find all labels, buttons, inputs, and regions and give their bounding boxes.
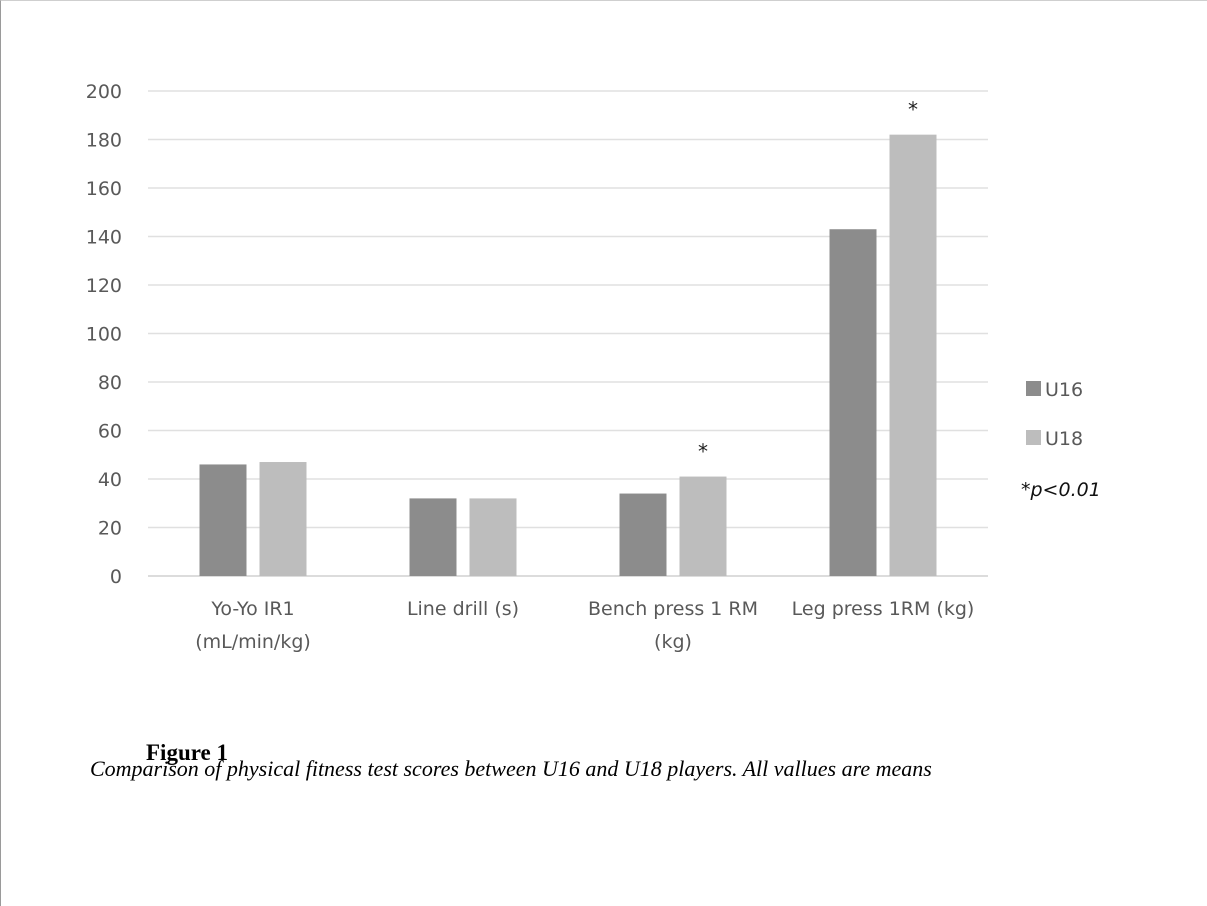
y-tick-label: 80 — [98, 372, 122, 394]
legend-label-u16: U16 — [1045, 379, 1083, 401]
legend-swatch-u18 — [1026, 430, 1041, 445]
significance-star: * — [698, 440, 708, 464]
y-tick-label: 200 — [86, 81, 122, 103]
bar-u16 — [619, 493, 667, 576]
significance-note: *p<0.01 — [1021, 479, 1101, 501]
y-axis-ticks: 0 20 40 60 80 100 120 140 160 180 200 — [86, 81, 122, 588]
legend-swatch-u16 — [1026, 381, 1041, 396]
x-category-label: (mL/min/kg) — [195, 631, 311, 653]
x-category-label: Leg press 1RM (kg) — [792, 598, 975, 620]
bars — [199, 134, 937, 576]
y-tick-label: 180 — [86, 130, 122, 152]
significance-marks: ** — [698, 98, 918, 464]
y-tick-label: 120 — [86, 275, 122, 297]
bar-chart: 0 20 40 60 80 100 120 140 160 180 200 Yo-Yo IR1 (mL… — [86, 81, 1101, 653]
bar-u18 — [889, 134, 937, 576]
x-category-label: Yo-Yo IR1 — [210, 598, 294, 620]
bar-u16 — [409, 498, 457, 576]
y-tick-label: 40 — [98, 469, 122, 491]
significance-star: * — [908, 98, 918, 122]
x-category-label: Line drill (s) — [407, 598, 519, 620]
y-tick-label: 160 — [86, 178, 122, 200]
bar-u16 — [199, 464, 247, 576]
bar-u18 — [259, 462, 307, 576]
y-tick-label: 20 — [98, 518, 122, 540]
x-axis-categories: Yo-Yo IR1 (mL/min/kg) Line drill (s) Bench … — [195, 598, 974, 653]
y-tick-label: 60 — [98, 421, 122, 443]
bar-u18 — [469, 498, 517, 576]
figure-title: Figure 1 — [146, 740, 228, 765]
x-category-label: Bench press 1 RM — [588, 598, 758, 620]
x-category-label: (kg) — [654, 631, 692, 653]
y-tick-label: 0 — [110, 566, 122, 588]
y-tick-label: 140 — [86, 227, 122, 249]
legend: U16 U18 *p<0.01 — [1021, 379, 1101, 501]
legend-label-u18: U18 — [1045, 428, 1083, 450]
y-tick-label: 100 — [86, 324, 122, 346]
bar-u18 — [679, 476, 727, 576]
bar-u16 — [829, 229, 877, 576]
figure-caption: Comparison of physical fitness test scor… — [90, 756, 932, 781]
